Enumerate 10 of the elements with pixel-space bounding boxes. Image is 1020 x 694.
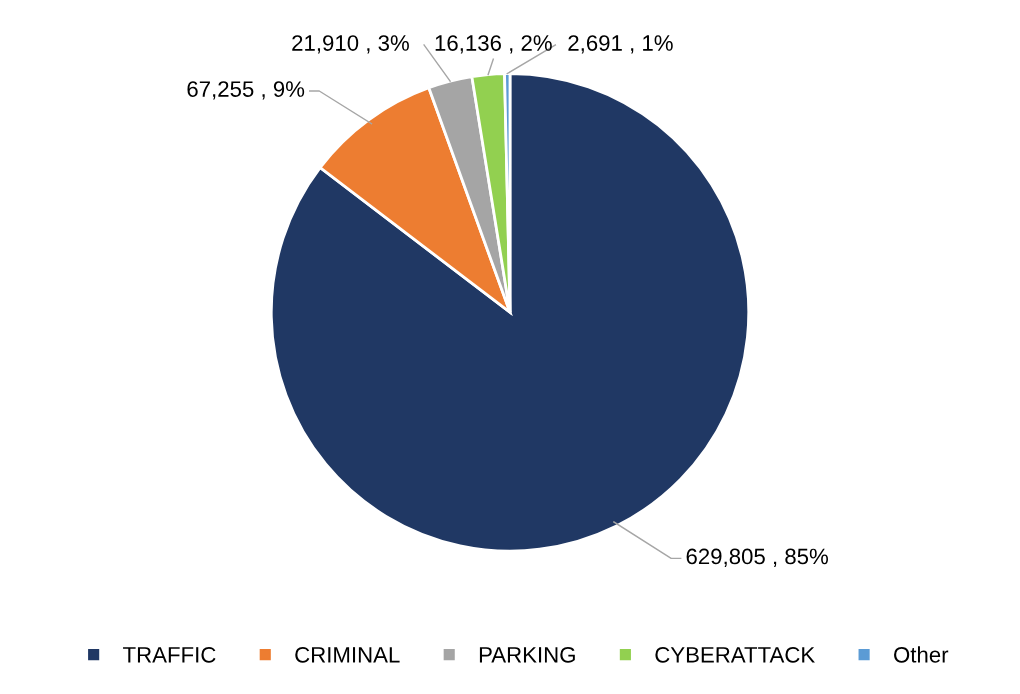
data-label: 16,136 , 2%: [435, 35, 552, 54]
data-label: 629,805 , 85%: [686, 548, 829, 567]
legend-label: CRIMINAL: [295, 646, 400, 663]
legend-label: TRAFFIC: [123, 646, 216, 663]
legend-label: Other: [894, 646, 949, 663]
legend-label: CYBERATTACK: [655, 646, 815, 663]
data-label: 2,691 , 1%: [568, 35, 673, 54]
data-label: 21,910 , 3%: [292, 35, 409, 54]
legend-label: PARKING: [479, 646, 575, 663]
data-label: 67,255 , 9%: [187, 81, 305, 100]
